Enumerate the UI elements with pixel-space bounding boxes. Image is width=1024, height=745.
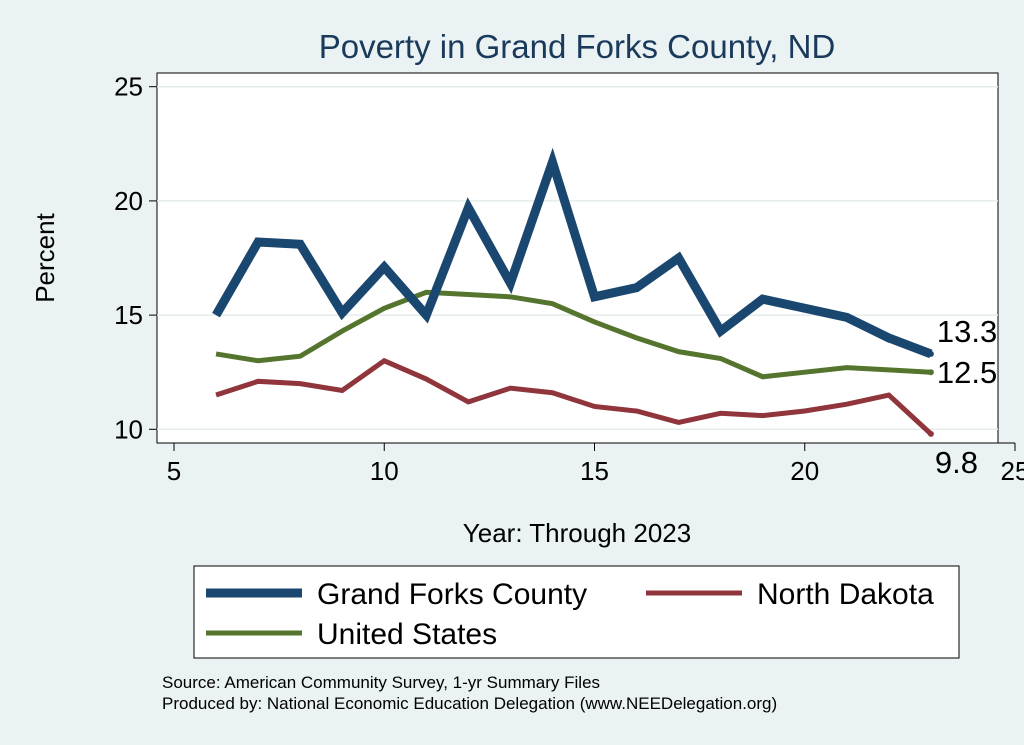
chart-title: Poverty in Grand Forks County, ND xyxy=(319,28,836,65)
end-point-united-states xyxy=(927,369,934,376)
x-tick-label-15: 15 xyxy=(580,456,609,486)
y-axis-label: Percent xyxy=(30,212,60,302)
x-tick-label-20: 20 xyxy=(790,456,819,486)
end-label-grand-forks-county: 13.3 xyxy=(937,314,997,349)
x-axis: 5 10 15 20 25 xyxy=(167,442,1024,486)
x-axis-label: Year: Through 2023 xyxy=(463,518,691,548)
gridlines xyxy=(157,85,998,431)
end-point-north-dakota xyxy=(927,430,934,437)
x-tick-label-5: 5 xyxy=(167,456,181,486)
legend xyxy=(193,565,960,659)
x-tick-label-10: 10 xyxy=(370,456,399,486)
y-tick-label-15: 15 xyxy=(114,300,143,330)
plot-area xyxy=(156,72,999,444)
end-label-united-states: 12.5 xyxy=(937,355,997,390)
x-tick-label-25: 25 xyxy=(1001,456,1024,486)
series-line-united-states xyxy=(215,289,932,380)
legend-items: Grand Forks County North Dakota United Sta… xyxy=(206,578,934,651)
y-axis: 10 15 20 25 xyxy=(114,72,157,444)
produced-by-line: Produced by: National Economic Education… xyxy=(162,694,777,713)
series-line-north-dakota xyxy=(215,357,933,436)
legend-label-north-dakota: North Dakota xyxy=(757,578,934,611)
legend-label-united-states: United States xyxy=(317,618,497,651)
end-labels: 12.5 9.8 13.3 xyxy=(935,314,997,480)
y-tick-label-25: 25 xyxy=(114,72,143,102)
series-line-grand-forks-county xyxy=(212,147,933,359)
end-label-north-dakota: 9.8 xyxy=(935,445,978,480)
y-tick-label-20: 20 xyxy=(114,186,143,216)
source-line: Source: American Community Survey, 1-yr … xyxy=(162,673,600,692)
y-tick-label-10: 10 xyxy=(114,414,143,444)
legend-label-grand-forks-county: Grand Forks County xyxy=(317,578,587,611)
series-lines xyxy=(212,147,934,437)
end-point-grand-forks-county xyxy=(927,350,934,357)
